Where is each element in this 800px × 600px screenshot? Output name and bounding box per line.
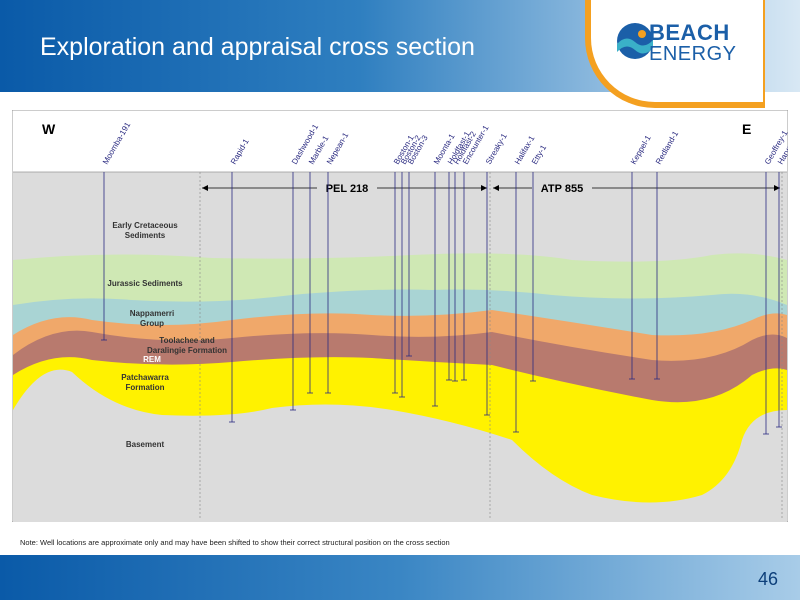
permit-label-pel-218: PEL 218 [326,183,369,195]
layer-label-patchawarra: Patchawarra Formation [121,373,169,392]
layer-label-jurassic: Jurassic Sediments [107,279,183,288]
compass-west: W [42,121,56,137]
footnote: Note: Well locations are approximate onl… [20,538,450,547]
layer-label-toolachee: Toolachee and Daralingie Formation [147,336,227,355]
logo-text-beach: BEACH [649,20,730,45]
page-number: 46 [757,569,778,589]
beach-energy-logo-icon [617,23,653,59]
compass-east: E [742,121,751,137]
footer-bar [0,555,800,600]
page-title: Exploration and appraisal cross section [40,33,475,61]
cross-section-diagram: PEL 218 ATP 855 W E Early Cretaceous Sedi… [12,110,788,522]
logo-text-energy: ENERGY [649,43,737,65]
permit-label-atp-855: ATP 855 [541,183,583,195]
layer-label-nappamerri: Nappamerri Group [130,309,174,328]
logo-badge: BEACH ENERGY [585,0,765,108]
logo-panel: BEACH ENERGY [591,0,763,102]
layer-label-early-cretaceous: Early Cretaceous Sediments [112,221,178,240]
basement-layer [13,369,787,522]
layer-label-basement: Basement [126,440,165,449]
layer-label-rem: REM [143,355,161,364]
